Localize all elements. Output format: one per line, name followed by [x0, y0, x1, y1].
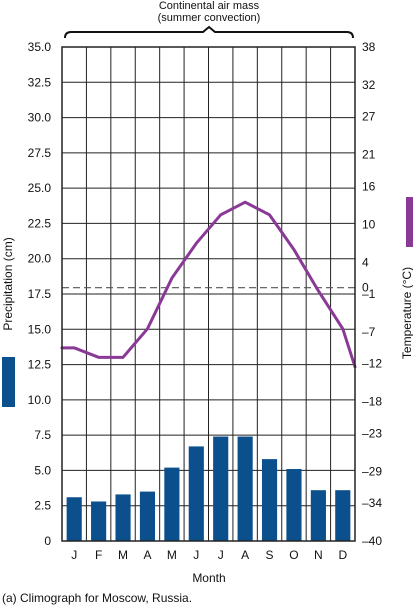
temperature-legend-swatch [406, 197, 413, 247]
left-tick-labels: 0 2.5 5.0 7.5 10.0 12.5 15.0 17.5 20.0 22.5 25.0 27… [28, 40, 52, 548]
temperature-point [292, 248, 296, 251]
precipitation-legend-swatch [2, 357, 15, 407]
left-tick-label: 10.0 [28, 393, 52, 407]
left-axis-label: Precipitation (cm) [1, 237, 15, 330]
month-label: M [167, 548, 177, 562]
right-axis-label: Temperature (°C) [400, 267, 413, 359]
figure-caption: (a) Climograph for Moscow, Russia. [2, 591, 193, 605]
annotation-line-1: Continental air mass [159, 0, 260, 12]
left-tick-label: 32.5 [28, 75, 52, 89]
month-label: M [118, 548, 128, 562]
precipitation-bar [286, 469, 302, 541]
x-axis-label: Month [192, 571, 225, 585]
temperature-point [243, 200, 247, 204]
temperature-point [73, 346, 76, 350]
month-label: A [143, 548, 151, 562]
right-tick-label: –12 [362, 357, 382, 371]
left-tick-label: 25.0 [28, 181, 52, 195]
temperature-point [121, 356, 125, 359]
precipitation-bar [335, 490, 351, 541]
left-tick-label: 7.5 [34, 428, 51, 442]
right-tick-label: –40 [362, 534, 382, 548]
plot-frame [61, 46, 356, 542]
precipitation-bar [66, 497, 82, 541]
month-label: S [266, 548, 274, 562]
left-tick-label: 30.0 [28, 111, 52, 125]
temperature-point [268, 213, 271, 217]
right-tick-label: –34 [362, 496, 382, 510]
annotation-line-2: (summer convection) [158, 12, 261, 24]
precipitation-bar [261, 459, 278, 541]
annotation-bracket [64, 25, 354, 39]
left-tick-label: 35.0 [28, 40, 52, 54]
month-label: J [218, 548, 224, 562]
temperature-series-line [60, 200, 357, 369]
precipitation-bar [310, 490, 326, 541]
right-tick-label: 4 [362, 255, 369, 269]
right-tick-label: 10 [362, 217, 376, 231]
right-tick-label: –1 [362, 287, 376, 301]
temperature-point [97, 356, 100, 359]
temperature-point [317, 289, 320, 293]
left-tick-label: 27.5 [28, 146, 52, 160]
month-label: J [71, 548, 77, 562]
right-tick-labels: –40 –34 –29 –23 –18 –12 –7 –10 4 10 16 21 27 32 38 [362, 40, 382, 548]
grid [62, 47, 355, 541]
month-label: F [95, 548, 102, 562]
temperature-point [170, 276, 174, 280]
temperature-point [219, 213, 222, 217]
right-tick-label: 32 [362, 78, 376, 92]
left-tick-label: 2.5 [34, 499, 51, 513]
month-label: D [338, 548, 347, 562]
plot-border [61, 46, 356, 542]
left-tick-label: 5.0 [34, 463, 51, 477]
temperature-point [195, 242, 198, 245]
precipitation-bar [237, 436, 253, 541]
precipitation-bar [139, 491, 156, 541]
left-tick-label: 17.5 [28, 287, 52, 301]
right-tick-label: –23 [362, 426, 382, 440]
right-tick-label: –7 [362, 325, 376, 339]
precipitation-bar [91, 501, 107, 541]
month-label: O [289, 548, 298, 562]
right-tick-label: –29 [362, 464, 382, 478]
temperature-point [146, 327, 149, 331]
left-tick-label: 12.5 [28, 358, 52, 372]
right-tick-label: 27 [362, 110, 376, 124]
left-tick-label: 22.5 [28, 216, 52, 230]
temperature-point [341, 327, 344, 331]
month-label: J [193, 548, 199, 562]
precipitation-bar [115, 494, 131, 541]
precipitation-bar [213, 436, 229, 541]
precipitation-bars [66, 436, 351, 541]
precipitation-bar [164, 467, 180, 541]
right-tick-label: 21 [362, 148, 376, 162]
left-tick-label: 20.0 [28, 252, 52, 266]
right-tick-label: 16 [362, 179, 376, 193]
month-label: A [241, 548, 249, 562]
precipitation-bar [188, 446, 204, 541]
right-tick-label: 38 [362, 40, 376, 54]
left-tick-label: 15.0 [28, 322, 52, 336]
left-tick-label: 0 [44, 534, 51, 548]
right-tick-label: 0 [362, 281, 369, 295]
right-tick-label: –18 [362, 395, 382, 409]
month-label: N [314, 548, 323, 562]
